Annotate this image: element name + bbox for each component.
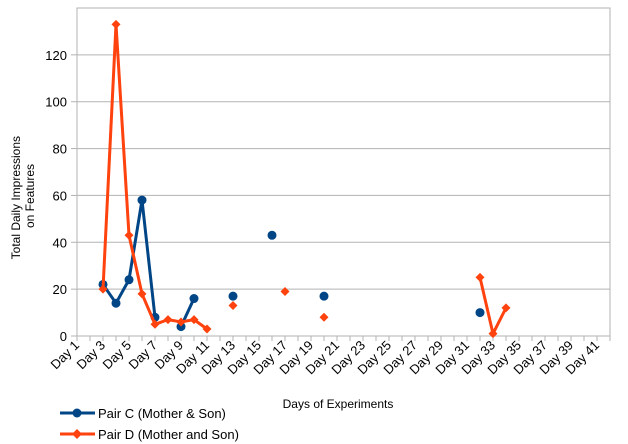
data-point-day-8 bbox=[163, 315, 173, 325]
y-tick-label-60: 60 bbox=[53, 188, 67, 203]
y-axis-ticks: 0 20 40 60 80 100 120 bbox=[45, 48, 77, 344]
x-tick-label-day-3: Day 3 bbox=[73, 338, 108, 373]
data-point-day-32 bbox=[475, 272, 485, 282]
data-point-day-6 bbox=[137, 195, 147, 205]
plot-frame bbox=[76, 7, 611, 337]
data-point-day-10 bbox=[189, 315, 199, 325]
gridlines bbox=[77, 54, 610, 290]
data-point-day-9 bbox=[176, 322, 186, 332]
data-point-day-13 bbox=[228, 291, 238, 301]
data-point-day-6 bbox=[137, 289, 147, 299]
y-axis-title: Total Daily Impressions on Features bbox=[9, 133, 37, 260]
legend-label-pair-d: Pair D (Mother and Son) bbox=[98, 427, 239, 442]
x-tick-label-day-7: Day 7 bbox=[125, 338, 160, 373]
y-tick-label-0: 0 bbox=[60, 329, 67, 344]
y-tick-label-120: 120 bbox=[45, 48, 67, 63]
data-point-day-13 bbox=[228, 301, 238, 311]
legend-item-pair-d: Pair D (Mother and Son) bbox=[60, 427, 239, 442]
legend: Pair C (Mother & Son) Pair D (Mother and… bbox=[60, 406, 239, 442]
data-point-day-4 bbox=[111, 298, 121, 308]
y-axis-title-line-1: Total Daily Impressions bbox=[9, 136, 23, 259]
series-line-segment-4 bbox=[478, 277, 508, 336]
data-point-day-5 bbox=[124, 275, 134, 285]
data-point-day-10 bbox=[189, 294, 199, 304]
data-point-day-20 bbox=[319, 291, 329, 301]
data-point-day-11 bbox=[202, 324, 212, 334]
data-point-day-7 bbox=[150, 319, 160, 329]
y-tick-label-80: 80 bbox=[53, 142, 67, 157]
y-tick-label-20: 20 bbox=[53, 282, 67, 297]
data-point-day-20 bbox=[319, 312, 329, 322]
data-point-day-4 bbox=[111, 19, 121, 29]
legend-marker-pair-d bbox=[72, 429, 82, 439]
series bbox=[98, 19, 511, 339]
y-tick-label-40: 40 bbox=[53, 235, 67, 250]
x-axis-title: Days of Experiments bbox=[283, 397, 394, 411]
y-tick-label-100: 100 bbox=[45, 95, 67, 110]
legend-label-pair-c: Pair C (Mother & Son) bbox=[98, 406, 226, 421]
data-point-day-3 bbox=[98, 284, 108, 294]
plot-border bbox=[76, 7, 611, 337]
data-point-day-34 bbox=[501, 303, 511, 313]
data-point-day-32 bbox=[475, 308, 485, 318]
data-point-day-16 bbox=[267, 230, 277, 240]
data-point-day-33 bbox=[488, 329, 498, 339]
x-tick-label-day-5: Day 5 bbox=[99, 338, 134, 373]
data-point-day-5 bbox=[124, 230, 134, 240]
legend-item-pair-c: Pair C (Mother & Son) bbox=[60, 406, 226, 421]
data-point-day-9 bbox=[176, 317, 186, 327]
data-point-day-17 bbox=[280, 286, 290, 296]
y-axis-title-line-2: on Features bbox=[23, 164, 37, 228]
series-pair-d bbox=[98, 19, 511, 339]
series-pair-c bbox=[98, 195, 485, 332]
legend-marker-pair-c bbox=[72, 408, 82, 418]
series-line-segment-0 bbox=[101, 22, 208, 331]
